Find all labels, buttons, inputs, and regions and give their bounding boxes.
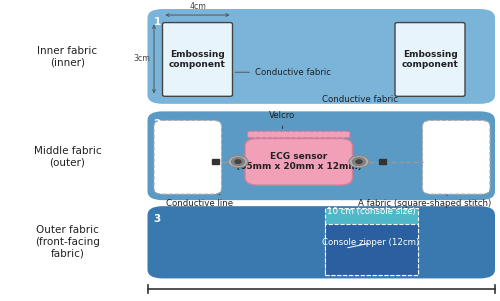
FancyBboxPatch shape <box>148 9 495 104</box>
FancyBboxPatch shape <box>395 23 465 96</box>
Text: A fabric (square-shaped stitch): A fabric (square-shaped stitch) <box>358 195 492 208</box>
Circle shape <box>235 160 241 163</box>
Text: Embossing
component: Embossing component <box>402 50 458 69</box>
Text: 10 cm (console size): 10 cm (console size) <box>326 207 416 216</box>
Text: 4cm: 4cm <box>189 2 206 11</box>
Text: Velcro: Velcro <box>270 111 295 129</box>
Text: Inner fabric
(inner): Inner fabric (inner) <box>38 46 98 68</box>
Text: 3cm: 3cm <box>133 54 150 64</box>
Bar <box>212 159 218 164</box>
FancyBboxPatch shape <box>162 23 232 96</box>
Circle shape <box>349 156 369 168</box>
FancyBboxPatch shape <box>248 131 350 138</box>
FancyBboxPatch shape <box>245 138 352 185</box>
Text: Conductive fabric: Conductive fabric <box>236 68 331 77</box>
Text: 2: 2 <box>154 119 161 129</box>
FancyBboxPatch shape <box>148 206 495 278</box>
Text: 3: 3 <box>154 214 161 224</box>
FancyBboxPatch shape <box>154 120 222 194</box>
Bar <box>325 208 418 275</box>
FancyBboxPatch shape <box>148 111 495 200</box>
FancyBboxPatch shape <box>422 120 490 194</box>
Text: Conductive fabric: Conductive fabric <box>322 95 398 104</box>
Text: 1: 1 <box>154 17 161 26</box>
Text: Middle fabric
(outer): Middle fabric (outer) <box>34 146 102 167</box>
Bar <box>379 159 386 164</box>
Text: ECG sensor
(65mm x 20mm x 12mm): ECG sensor (65mm x 20mm x 12mm) <box>236 152 362 172</box>
Text: Outer fabric
(front-facing
fabric): Outer fabric (front-facing fabric) <box>35 225 100 258</box>
Bar <box>325 224 418 275</box>
Circle shape <box>228 156 248 168</box>
Circle shape <box>356 160 362 163</box>
Circle shape <box>352 158 366 166</box>
Circle shape <box>232 158 244 166</box>
Text: Console zipper (12cm): Console zipper (12cm) <box>322 238 420 248</box>
Text: Embossing
component: Embossing component <box>169 50 226 69</box>
Text: Conductive line: Conductive line <box>166 194 234 208</box>
